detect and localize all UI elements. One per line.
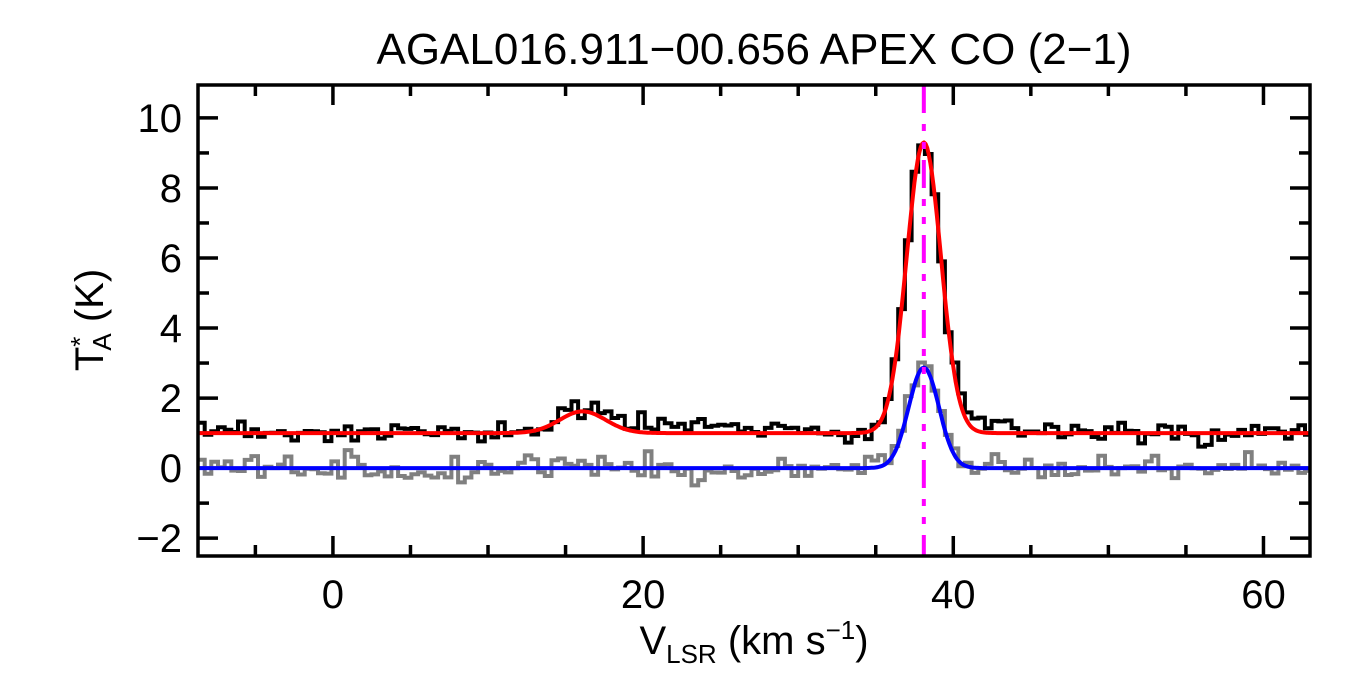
- x-tick-label: 20: [621, 573, 666, 617]
- y-tick-label: 2: [160, 377, 182, 421]
- plot-frame: [196, 83, 1312, 558]
- y-tick-label: 4: [160, 307, 182, 351]
- x-tick-label: 60: [1241, 573, 1286, 617]
- observed-spectrum-offset-histogram: [198, 143, 1310, 449]
- y-tick-label: 10: [138, 97, 183, 141]
- y-tick-label: 8: [160, 167, 182, 211]
- x-axis-tick-labels: 0 20 40 60: [322, 573, 1286, 617]
- spectra-and-fits: [198, 140, 1310, 488]
- x-tick-label: 40: [931, 573, 976, 617]
- x-axis-label: VLSR (km s−1): [639, 615, 868, 669]
- x-tick-label: 0: [322, 573, 344, 617]
- y-axis-tick-labels: −2 0 2 4 6 8 10: [136, 97, 182, 561]
- chart-title: AGAL016.911−00.656 APEX CO (2−1): [376, 25, 1131, 74]
- y-tick-label: 0: [160, 447, 182, 491]
- y-axis-label: T*A (K): [65, 269, 117, 371]
- y-tick-label: −2: [136, 517, 182, 561]
- axis-ticks: [198, 85, 1310, 556]
- gaussian-fit-main-curve: [198, 140, 1310, 436]
- gaussian-fit-comparison-curve: [198, 365, 1310, 471]
- y-tick-label: 6: [160, 237, 182, 281]
